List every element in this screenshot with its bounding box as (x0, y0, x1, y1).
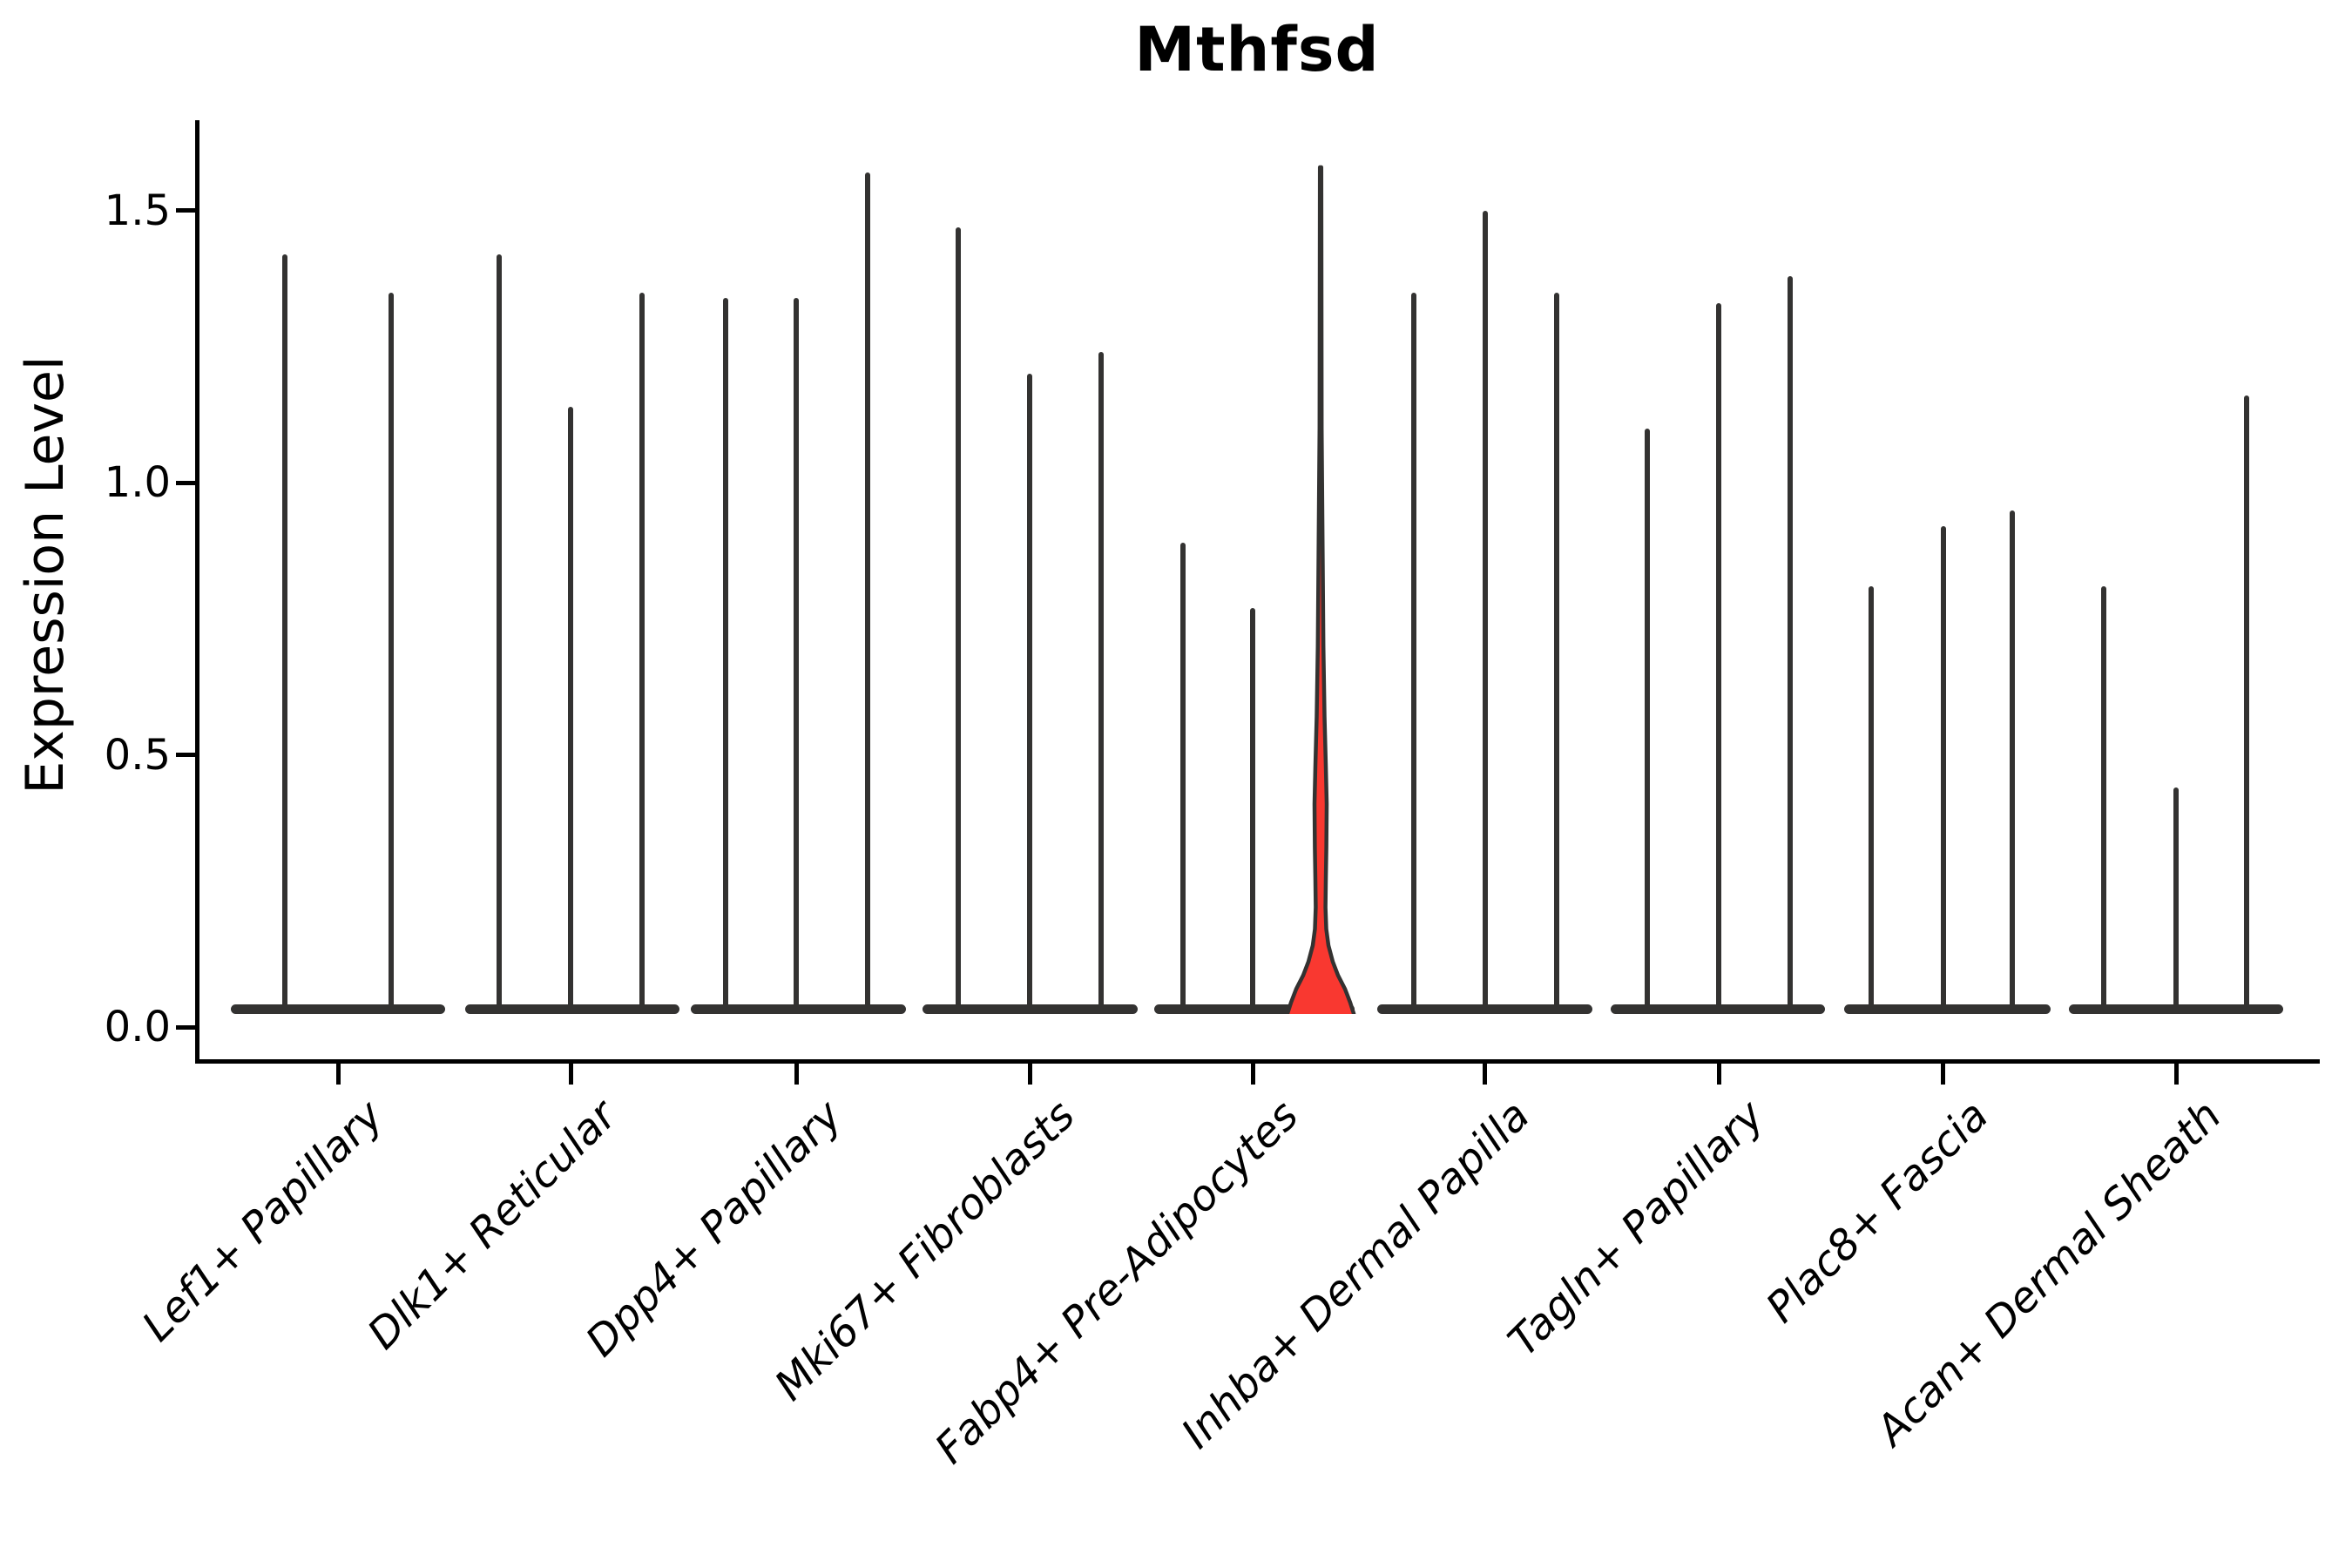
violin-spike (1645, 428, 1650, 1009)
violin-spike (639, 292, 645, 1009)
violin-spike (1027, 374, 1032, 1009)
violin-spike (2244, 395, 2249, 1009)
x-tick-mark (568, 1064, 573, 1085)
y-tick-label: 0.0 (104, 1003, 171, 1051)
x-tick-label: Plac8+ Fascia (1756, 1091, 1998, 1333)
y-tick-mark (176, 753, 197, 758)
violin-baseline (2069, 1004, 2283, 1014)
x-tick-label: Lef1+ Papillary (133, 1091, 394, 1351)
violin-spike (865, 172, 870, 1009)
x-tick-label: Dlk1+ Reticular (357, 1091, 626, 1359)
violin-spike (1869, 585, 1874, 1009)
x-tick-label: Tagln+ Papillary (1498, 1091, 1774, 1366)
y-tick-label: 0.5 (104, 730, 171, 780)
violin-spike (1483, 210, 1488, 1009)
y-tick-mark (176, 1024, 197, 1030)
violin-spike (282, 253, 287, 1009)
x-axis-spine (195, 1059, 2320, 1064)
chart-title: Mthfsd (1134, 14, 1380, 85)
violin-spike (1554, 292, 1559, 1009)
violin-spike (2101, 585, 2106, 1009)
violin-spike (2010, 510, 2015, 1009)
x-tick-mark (335, 1064, 341, 1085)
violin-baseline (231, 1004, 445, 1014)
violin-spike (1098, 352, 1104, 1009)
violin-spike (723, 297, 728, 1009)
x-tick-mark (1482, 1064, 1487, 1085)
violin-spike (389, 292, 394, 1009)
violin-spike (2173, 787, 2179, 1009)
violin-baseline (1154, 1004, 1355, 1014)
y-tick-label: 1.0 (104, 458, 171, 508)
violin-spike (794, 297, 799, 1009)
violin-baseline (1844, 1004, 2051, 1014)
x-tick-mark (2173, 1064, 2179, 1085)
violin-spike (1941, 526, 1946, 1009)
violin-spike (1716, 303, 1721, 1009)
violin-spike (497, 253, 502, 1009)
violin-spike (1788, 275, 1793, 1009)
y-tick-mark (176, 208, 197, 213)
x-tick-mark (1716, 1064, 1721, 1085)
x-tick-mark (794, 1064, 799, 1085)
x-tick-mark (1940, 1064, 1945, 1085)
violin-baseline (1377, 1004, 1592, 1014)
violin-baseline (1611, 1004, 1825, 1014)
y-axis-spine (195, 120, 199, 1064)
y-tick-mark (176, 480, 197, 485)
violin-spike (1411, 292, 1416, 1009)
x-tick-mark (1027, 1064, 1032, 1085)
violin-spike (1250, 607, 1255, 1009)
violin-baseline (923, 1004, 1138, 1014)
violin-baseline (465, 1004, 679, 1014)
violin-baseline (691, 1004, 906, 1014)
violin-spike (956, 226, 961, 1009)
violin-highlighted (1285, 165, 1356, 1014)
x-tick-mark (1250, 1064, 1255, 1085)
violin-spike (1180, 543, 1186, 1009)
violin-spike (568, 406, 573, 1009)
y-tick-label: 1.5 (104, 186, 171, 235)
